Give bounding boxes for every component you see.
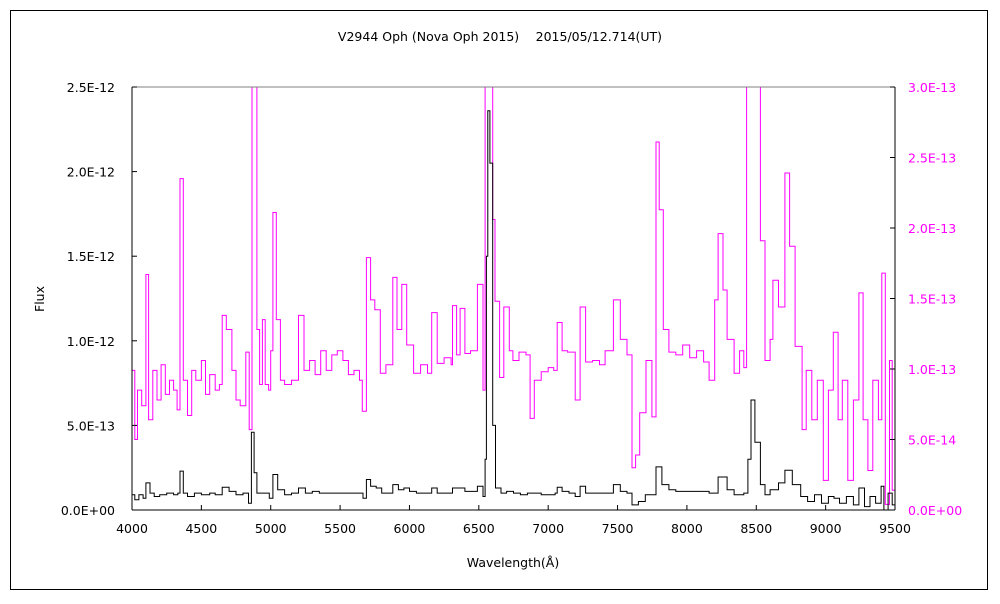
y-left-tick-label: 0.0E+00 [61, 503, 115, 518]
x-tick-label: 5000 [255, 521, 287, 536]
x-tick-label: 5500 [324, 521, 356, 536]
flux-series-right [132, 87, 895, 505]
x-tick-label: 9000 [810, 521, 842, 536]
y-right-tick-label: 0.0E+00 [908, 503, 962, 518]
chart-title: V2944 Oph (Nova Oph 2015) 2015/05/12.714… [338, 29, 662, 44]
y-left-tick-label: 5.0E-13 [67, 418, 115, 433]
x-tick-label: 4000 [116, 521, 148, 536]
x-tick-label: 7500 [602, 521, 634, 536]
y-right-tick-label: 3.0E-13 [908, 80, 956, 95]
x-axis-label: Wavelength(Å) [467, 555, 559, 570]
y-right-tick-label: 1.0E-13 [908, 362, 956, 377]
y-right-tick-label: 2.5E-13 [908, 151, 956, 166]
y-right-tick-label: 2.0E-13 [908, 221, 956, 236]
flux-series-left [132, 110, 895, 510]
chart-frame [10, 10, 988, 590]
series-layer [132, 87, 895, 510]
y-left-tick-label: 1.5E-12 [67, 249, 115, 264]
x-tick-label: 7000 [532, 521, 564, 536]
x-tick-label: 6000 [394, 521, 426, 536]
y-right-tick-label: 5.0E-14 [908, 433, 956, 448]
y-left-tick-label: 1.0E-12 [67, 334, 115, 349]
axes-layer: 4000 4500 5000 5500 6000 6500 7000 7500 8000 8500… [61, 80, 962, 536]
x-tick-label: 8500 [740, 521, 772, 536]
y-right-tick-label: 1.5E-13 [908, 292, 956, 307]
y-left-tick-label: 2.5E-12 [67, 80, 115, 95]
x-tick-label: 6500 [463, 521, 495, 536]
y-left-tick-label: 2.0E-12 [67, 165, 115, 180]
y-axis-label: Flux [32, 286, 47, 312]
x-tick-label: 8000 [671, 521, 703, 536]
x-tick-label: 9500 [879, 521, 911, 536]
x-tick-label: 4500 [185, 521, 217, 536]
